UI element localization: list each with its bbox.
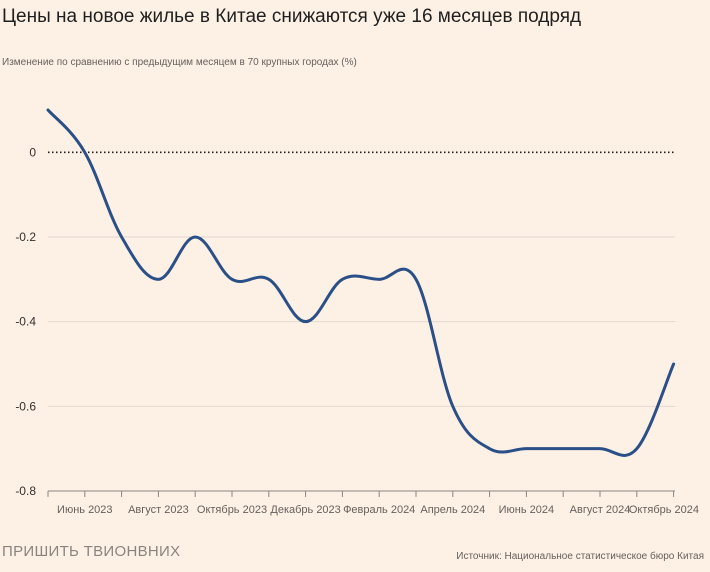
- x-tick-label: Август 2023: [128, 504, 189, 516]
- x-tick-label: Июнь 2023: [57, 504, 113, 516]
- x-tick-label: Апрель 2024: [420, 504, 485, 516]
- footer-brand: ПРИШИТЬ ТВИОНВНИХ: [2, 543, 181, 560]
- chart-subtitle: Изменение по сравнению с предыдущим меся…: [2, 57, 357, 68]
- x-tick-label: Октябрь 2023: [197, 504, 267, 516]
- x-tick-label: Октябрь 2024: [629, 504, 699, 516]
- x-tick-label: Август 2024: [570, 504, 631, 516]
- series-layer: [46, 108, 676, 457]
- x-tick-label: Июнь 2024: [499, 504, 555, 516]
- y-tick-label: -0.2: [15, 230, 36, 244]
- y-axis: 0 -0.2 -0.4 -0.6 -0.8: [15, 145, 36, 498]
- x-tick-label: Декабрь 2023: [270, 504, 340, 516]
- x-axis: Июнь 2023 Август 2023 Октябрь 2023 Декабрь …: [47, 491, 699, 516]
- chart-title: Цены на новое жилье в Китае снижаются уж…: [2, 6, 582, 27]
- y-tick-label: -0.4: [15, 315, 36, 329]
- source-note: Источник: Национальное статистическое бю…: [456, 551, 704, 562]
- y-tick-label: 0: [29, 145, 36, 159]
- y-tick-label: -0.6: [15, 399, 36, 413]
- y-tick-label: -0.8: [15, 484, 36, 498]
- series-line: [46, 108, 676, 457]
- x-tick-label: Февраль 2024: [343, 504, 415, 516]
- grid-layer: [48, 151, 675, 492]
